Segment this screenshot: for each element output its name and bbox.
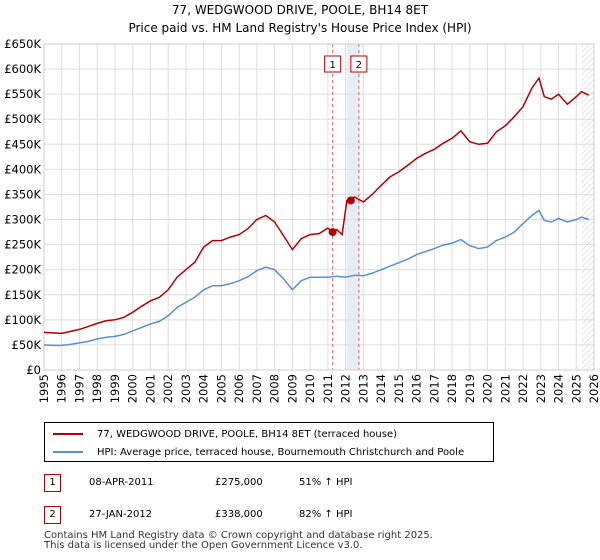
x-tick-label: 1998	[90, 374, 104, 403]
legend-swatch-property	[53, 433, 83, 435]
transaction-marker-2: 2	[44, 506, 61, 524]
y-tick-label: £150K	[4, 288, 41, 302]
legend: 77, WEDGWOOD DRIVE, POOLE, BH14 8ET (ter…	[44, 422, 494, 462]
transaction-price: £275,000	[215, 477, 263, 488]
x-tick-label: 2011	[321, 374, 335, 403]
x-tick-label: 2015	[392, 374, 406, 403]
sale-point-1	[328, 228, 337, 237]
x-tick-label: 2026	[587, 374, 600, 403]
sale-label-2: 2	[356, 60, 362, 71]
sale-band	[346, 44, 360, 370]
x-tick-label: 2025	[569, 374, 583, 403]
x-tick-label: 2021	[498, 374, 512, 403]
plot-background	[44, 44, 594, 370]
sale-label-box-2	[350, 55, 368, 73]
transaction-marker-1: 1	[44, 474, 61, 492]
transaction-hpi: 82% ↑ HPI	[299, 509, 353, 520]
y-tick-label: £100K	[4, 313, 41, 327]
legend-item-property: 77, WEDGWOOD DRIVE, POOLE, BH14 8ET (ter…	[53, 426, 397, 442]
x-tick-label: 2008	[268, 374, 282, 403]
x-tick-label: 2019	[463, 374, 477, 403]
footer-line1: Contains HM Land Registry data © Crown c…	[44, 530, 433, 541]
forecast-region	[581, 44, 594, 370]
y-tick-label: £350K	[4, 187, 41, 201]
transaction-row: 1 08-APR-2011 £275,000 51% ↑ HPI	[44, 474, 584, 496]
transaction-row: 2 27-JAN-2012 £338,000 82% ↑ HPI	[44, 506, 584, 528]
transaction-date: 27-JAN-2012	[89, 509, 153, 520]
chart-title-line2: Price paid vs. HM Land Registry's House …	[128, 21, 471, 35]
transaction-hpi: 51% ↑ HPI	[299, 477, 353, 488]
x-tick-label: 2009	[285, 374, 299, 403]
y-tick-label: £0	[26, 363, 41, 377]
x-tick-label: 2000	[126, 374, 140, 403]
x-tick-label: 2012	[339, 374, 353, 403]
x-tick-label: 2005	[214, 374, 228, 403]
chart-title-line1: 77, WEDGWOOD DRIVE, POOLE, BH14 8ET	[172, 3, 429, 17]
footer-line2: This data is licensed under the Open Gov…	[44, 540, 363, 551]
x-tick-label: 2018	[445, 374, 459, 403]
y-tick-label: £250K	[4, 238, 41, 252]
x-tick-label: 2022	[516, 374, 530, 403]
x-tick-label: 2017	[427, 374, 441, 403]
y-tick-label: £50K	[12, 338, 42, 352]
y-tick-label: £500K	[4, 112, 41, 126]
y-tick-label: £300K	[4, 213, 41, 227]
sale-label-box-1	[324, 55, 342, 73]
y-tick-label: £400K	[4, 162, 41, 176]
x-tick-label: 2002	[161, 374, 175, 403]
x-tick-label: 2013	[356, 374, 370, 403]
x-tick-label: 2007	[250, 374, 264, 403]
x-tick-label: 2004	[197, 374, 211, 403]
legend-item-hpi: HPI: Average price, terraced house, Bour…	[53, 444, 464, 460]
x-tick-label: 2014	[374, 374, 388, 403]
y-tick-label: £450K	[4, 137, 41, 151]
transactions-table: 1 08-APR-2011 £275,000 51% ↑ HPI 2 27-JA…	[44, 474, 584, 534]
y-tick-label: £200K	[4, 263, 41, 277]
transaction-price: £338,000	[215, 509, 263, 520]
sale-point-2	[346, 196, 355, 205]
x-tick-label: 2003	[179, 374, 193, 403]
sale-label-1: 1	[329, 60, 335, 71]
x-tick-label: 2001	[143, 374, 157, 403]
x-tick-label: 2023	[534, 374, 548, 403]
x-tick-label: 1995	[37, 374, 51, 403]
y-tick-label: £600K	[4, 62, 41, 76]
x-tick-label: 2020	[481, 374, 495, 403]
y-tick-label: £550K	[4, 87, 41, 101]
x-tick-label: 2006	[232, 374, 246, 403]
x-tick-label: 2016	[410, 374, 424, 403]
footer: Contains HM Land Registry data © Crown c…	[44, 531, 433, 551]
legend-label-property: 77, WEDGWOOD DRIVE, POOLE, BH14 8ET (ter…	[97, 428, 398, 440]
plot-border	[43, 43, 595, 371]
y-tick-label: £650K	[4, 37, 41, 51]
legend-swatch-hpi	[53, 451, 83, 453]
x-tick-label: 1999	[108, 374, 122, 403]
transaction-date: 08-APR-2011	[89, 477, 154, 488]
x-tick-label: 1997	[72, 374, 86, 403]
legend-label-hpi: HPI: Average price, terraced house, Bour…	[97, 446, 465, 458]
x-tick-label: 1996	[55, 374, 69, 403]
plot-area: 1 2 £0 £50K £100K £150K £200K £250K £300K £350K £4…	[4, 37, 600, 403]
hpi-series-line	[43, 209, 589, 347]
x-tick-label: 2024	[552, 374, 566, 403]
x-tick-label: 2010	[303, 374, 317, 403]
price-chart: 77, WEDGWOOD DRIVE, POOLE, BH14 8ET Pric…	[4, 3, 600, 403]
